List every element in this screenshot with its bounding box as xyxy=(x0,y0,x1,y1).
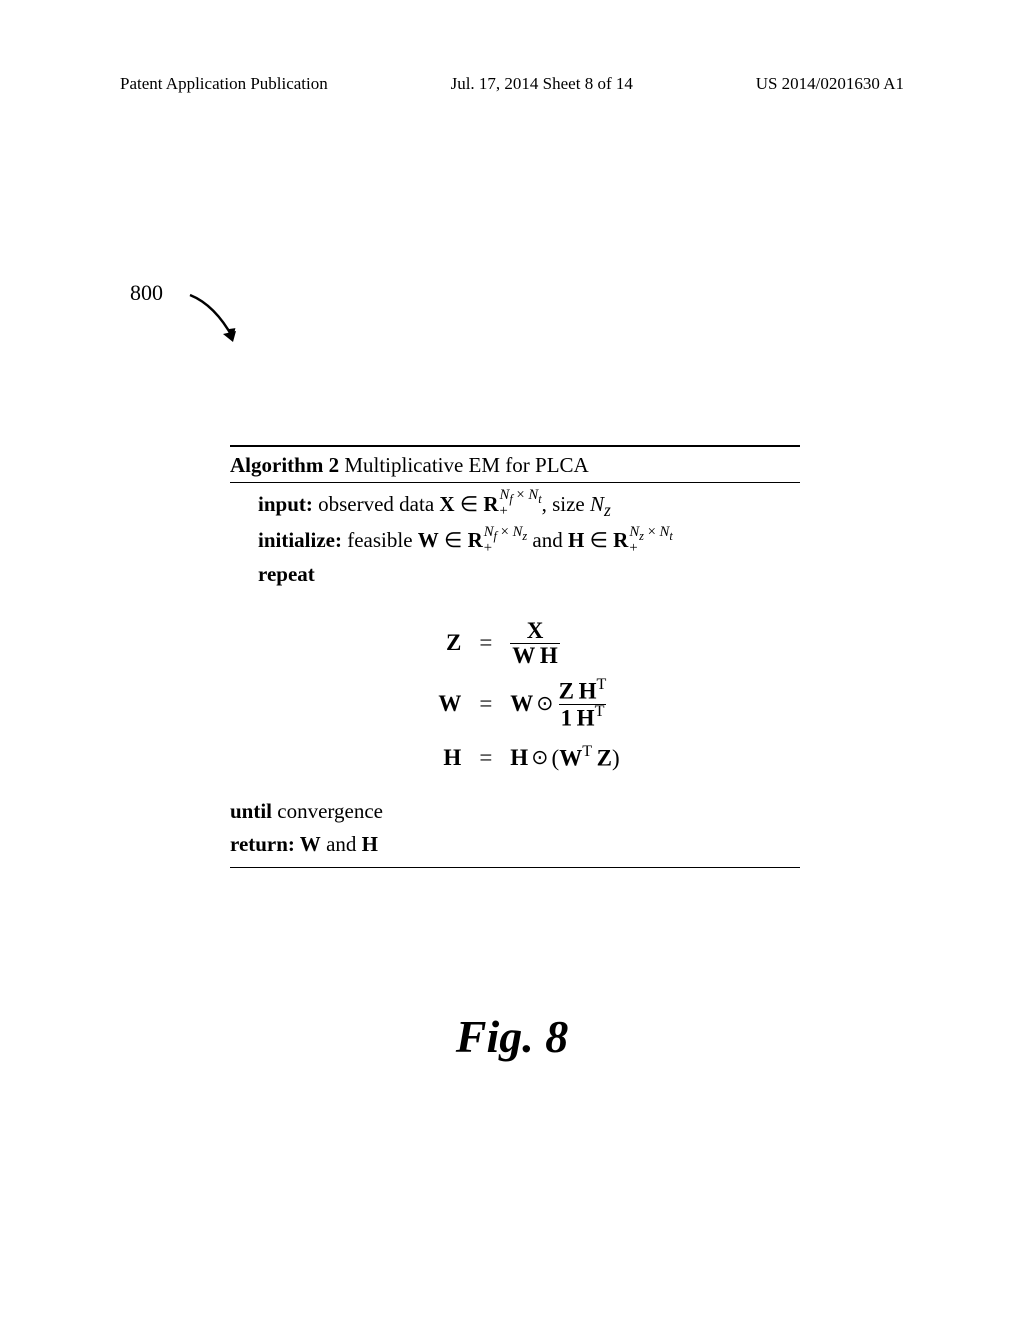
algorithm-top-rule xyxy=(230,445,800,447)
eq1-left: Z xyxy=(438,626,461,661)
algorithm-mid-rule xyxy=(230,482,800,483)
input-r: R xyxy=(483,492,498,516)
eq2-frac: Z HT 1 HT xyxy=(557,678,609,731)
algorithm-init-line: initialize: feasible W ∈ RNf × Nz+ and H… xyxy=(258,525,800,557)
input-keyword: input: xyxy=(258,492,313,516)
algorithm-bottom-rule xyxy=(230,867,800,868)
eq2-left: W xyxy=(438,687,461,722)
init-h: H xyxy=(568,528,584,552)
init-and: and xyxy=(527,528,568,552)
init-w: W xyxy=(418,528,439,552)
init-r2-supsub: Nz × Nt+ xyxy=(629,526,672,555)
algorithm-until-line: until convergence xyxy=(230,796,800,828)
return-w: W xyxy=(295,832,321,856)
header-center: Jul. 17, 2014 Sheet 8 of 14 xyxy=(451,74,633,94)
algorithm-body: input: observed data X ∈ RNf × Nt+, size… xyxy=(230,489,800,861)
until-keyword: until xyxy=(230,799,272,823)
figure-caption: Fig. 8 xyxy=(0,1010,1024,1063)
init-in-1: ∈ xyxy=(439,528,468,552)
init-in-2: ∈ xyxy=(584,528,613,552)
header-right: US 2014/0201630 A1 xyxy=(756,74,904,94)
input-x: X xyxy=(439,492,454,516)
until-text: convergence xyxy=(272,799,383,823)
input-nz: Nz xyxy=(590,492,611,516)
eq1-right: X W H xyxy=(510,619,619,668)
eq1-eq: = xyxy=(479,626,492,661)
header-left: Patent Application Publication xyxy=(120,74,328,94)
algorithm-equations: Z = X W H W = W ⊙ Z HT 1 HT H = xyxy=(258,619,800,776)
eq3-paren: (WT Z) xyxy=(552,741,620,776)
algorithm-box: Algorithm 2 Multiplicative EM for PLCA i… xyxy=(230,445,800,868)
eq3-right: H ⊙ (WT Z) xyxy=(510,741,619,776)
hadamard-icon-2: ⊙ xyxy=(528,743,551,774)
algorithm-input-line: input: observed data X ∈ RNf × Nt+, size… xyxy=(258,489,800,523)
input-r-supsub: Nf × Nt+ xyxy=(500,489,542,518)
reference-arrow-icon xyxy=(185,290,255,360)
return-and: and xyxy=(321,832,362,856)
init-keyword: initialize: xyxy=(258,528,342,552)
algorithm-name: Multiplicative EM for PLCA xyxy=(339,453,589,477)
reference-label: 800 xyxy=(130,280,163,306)
algorithm-title: Algorithm 2 Multiplicative EM for PLCA xyxy=(230,451,800,482)
return-h: H xyxy=(362,832,378,856)
eq1-frac: X W H xyxy=(510,619,560,668)
eq3-eq: = xyxy=(479,741,492,776)
algorithm-repeat-line: repeat xyxy=(258,559,800,591)
algorithm-number: Algorithm 2 xyxy=(230,453,339,477)
hadamard-icon: ⊙ xyxy=(533,689,556,720)
eq2-eq: = xyxy=(479,687,492,722)
eq2-right: W ⊙ Z HT 1 HT xyxy=(510,678,619,731)
input-in: ∈ xyxy=(455,492,484,516)
init-text: feasible xyxy=(342,528,418,552)
init-r1-supsub: Nf × Nz+ xyxy=(484,526,527,555)
page-header: Patent Application Publication Jul. 17, … xyxy=(0,74,1024,94)
return-keyword: return: xyxy=(230,832,295,856)
input-size-text: , size xyxy=(542,492,590,516)
init-r-2: R xyxy=(613,528,628,552)
eq3-left: H xyxy=(438,741,461,776)
init-r-1: R xyxy=(468,528,483,552)
algorithm-return-line: return: W and H xyxy=(230,829,800,861)
input-text: observed data xyxy=(313,492,440,516)
repeat-keyword: repeat xyxy=(258,562,315,586)
